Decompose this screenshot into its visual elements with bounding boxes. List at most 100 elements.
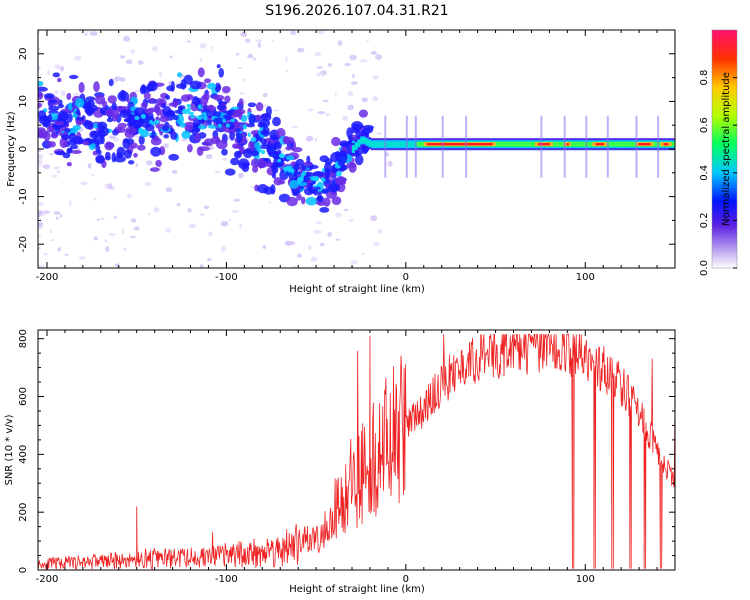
band-spike: [414, 115, 417, 178]
spectral-peak: [257, 147, 262, 153]
x-tick-label: -100: [215, 272, 238, 283]
spectral-blob: [137, 144, 146, 151]
noise-speckle: [109, 135, 116, 140]
noise-speckle: [108, 233, 116, 236]
band-peak: [663, 143, 669, 146]
spectral-peak: [321, 188, 329, 194]
noise-speckle: [373, 242, 380, 246]
band-inner: [553, 141, 557, 147]
spectral-blob: [82, 140, 89, 146]
spectral-peak: [297, 176, 304, 182]
noise-speckle: [168, 80, 172, 86]
spectral-blob: [130, 142, 138, 149]
spectral-peak: [215, 111, 222, 118]
noise-speckle: [262, 92, 268, 98]
noise-speckle: [243, 78, 246, 82]
noise-speckle: [236, 52, 239, 56]
spectral-blob: [150, 146, 162, 157]
spectral-blob: [107, 95, 117, 104]
spectral-blob: [331, 196, 342, 206]
spectral-peak: [172, 114, 179, 121]
spectral-blob: [247, 102, 257, 108]
spectral-blob: [69, 74, 79, 80]
spectral-peak: [201, 112, 207, 116]
noise-speckle: [347, 104, 354, 111]
band-inner: [411, 141, 415, 147]
snr-series-line: [38, 333, 675, 570]
noise-speckle: [38, 264, 45, 268]
spectral-peak: [155, 119, 160, 124]
spectral-peak: [140, 113, 146, 119]
noise-speckle: [56, 216, 59, 220]
spectral-blob: [105, 155, 111, 161]
spectral-blob: [125, 126, 137, 135]
spectral-blob: [241, 163, 250, 173]
band-inner: [631, 141, 635, 147]
noise-speckle: [50, 239, 55, 242]
noise-speckle: [56, 169, 61, 174]
noise-speckle: [370, 51, 378, 55]
spectral-blob: [149, 167, 160, 172]
spectral-blob: [226, 110, 236, 115]
noise-speckle: [187, 208, 192, 213]
spectral-blob: [156, 98, 164, 107]
noise-speckle: [222, 157, 228, 161]
spectral-blob: [75, 120, 82, 126]
spectral-blob: [52, 72, 60, 78]
band-peak: [566, 143, 569, 146]
noise-speckle: [307, 108, 314, 112]
noise-speckle: [305, 135, 314, 142]
noise-speckle: [89, 31, 98, 36]
band-inner: [556, 141, 560, 147]
noise-speckle: [144, 182, 152, 186]
noise-speckle: [96, 218, 100, 222]
x-tick-label: 0: [403, 272, 409, 283]
noise-speckle: [290, 30, 297, 35]
spectral-peak: [236, 132, 242, 139]
noise-speckle: [316, 66, 323, 69]
noise-speckle: [310, 256, 318, 262]
noise-speckle: [163, 143, 169, 148]
band-spike: [585, 115, 588, 178]
spectral-peak: [197, 104, 202, 109]
y-tick-label: 0: [18, 567, 29, 573]
spectral-peak: [196, 115, 204, 120]
spectral-peak: [282, 166, 288, 171]
spectral-peak: [230, 118, 235, 123]
spectral-blob: [104, 141, 114, 151]
noise-speckle: [130, 218, 137, 223]
band-inner: [392, 141, 396, 147]
spectral-blob: [254, 141, 261, 150]
spectral-peak: [314, 186, 321, 190]
spectrogram-marks: [38, 30, 675, 268]
noise-speckle: [78, 256, 86, 260]
band-inner: [607, 141, 611, 147]
y-tick-label: 10: [18, 95, 29, 108]
noise-speckle: [54, 64, 61, 70]
spectral-peak: [277, 158, 282, 163]
spectral-blob: [218, 68, 224, 78]
spectral-blob: [265, 161, 273, 168]
spectral-blob: [278, 179, 286, 185]
x-tick-label: -200: [36, 574, 59, 585]
band-spike: [657, 115, 660, 178]
noise-speckle: [176, 202, 181, 207]
band-inner: [502, 141, 506, 147]
noise-speckle: [372, 75, 379, 80]
spectral-peak: [134, 116, 140, 120]
spectral-blob: [95, 154, 105, 164]
noise-speckle: [121, 228, 125, 235]
spectral-blob: [197, 67, 205, 78]
band-inner: [368, 140, 372, 146]
spectral-blob: [255, 102, 264, 112]
band-inner: [422, 141, 425, 147]
noise-speckle: [148, 212, 151, 216]
spectral-blob: [233, 109, 243, 118]
spectral-blob: [300, 196, 306, 205]
spectral-blob: [271, 172, 277, 179]
noise-speckle: [321, 72, 325, 77]
spectral-blob: [172, 99, 179, 107]
spectral-peak: [278, 153, 285, 159]
spectral-blob: [221, 86, 231, 93]
chart-title: S196.2026.107.04.31.R21: [265, 3, 448, 19]
